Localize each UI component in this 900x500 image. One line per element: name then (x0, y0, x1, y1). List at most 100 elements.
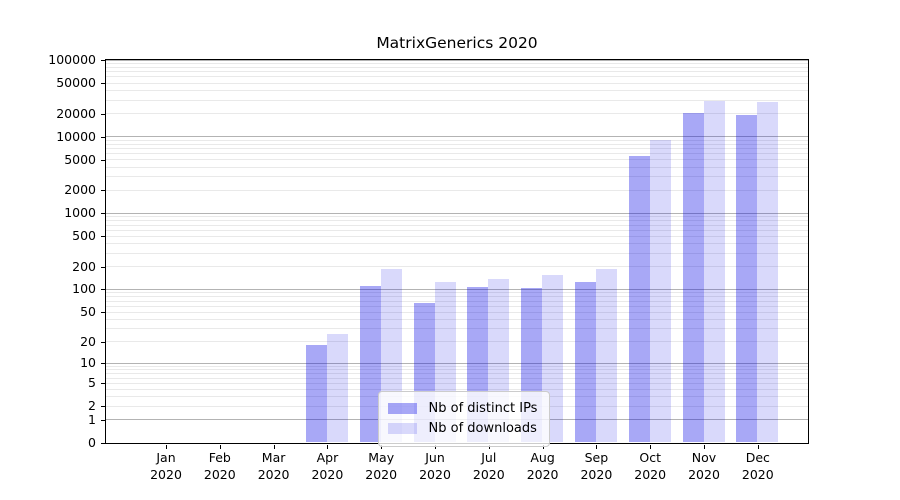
x-tick-year: 2020 (526, 467, 559, 482)
y-tickmark (100, 289, 105, 291)
x-tick-month: Feb (208, 450, 231, 465)
minor-gridline (105, 143, 808, 145)
y-tick-label: 5000 (64, 151, 96, 167)
y-tick-label: 500 (72, 228, 96, 244)
y-tick-label: 0 (88, 435, 96, 450)
x-tick-month: Oct (639, 450, 661, 465)
y-tickmark (100, 419, 105, 421)
minor-gridline (105, 63, 808, 64)
legend: Nb of distinct IPs Nb of downloads (377, 390, 551, 447)
y-tick-label: 200 (72, 258, 96, 274)
y-tickmark (100, 190, 105, 192)
x-tick-month: Jan (156, 450, 176, 465)
x-tick-year: 2020 (150, 467, 182, 482)
y-tickmark (100, 312, 105, 314)
y-tick-label: 20 (80, 333, 96, 349)
x-tick-label: Aug 2020 (513, 449, 573, 483)
minor-gridline (105, 235, 808, 237)
bar-distinct-ips-apr (305, 344, 327, 443)
minor-gridline (105, 216, 808, 218)
minor-gridline (105, 66, 808, 68)
minor-gridline (105, 382, 808, 384)
minor-gridline (105, 166, 808, 168)
x-tick-year: 2020 (472, 467, 505, 482)
x-tick-label: Jun 2020 (405, 449, 465, 483)
minor-gridline (105, 71, 808, 73)
minor-gridline (105, 176, 808, 178)
minor-gridline (105, 153, 808, 155)
y-tick-label: 100000 (48, 52, 96, 67)
decade-gridline (105, 136, 808, 138)
legend-entry-distinct-ips: Nb of distinct IPs (387, 399, 538, 419)
legend-entry-downloads: Nb of downloads (387, 419, 538, 439)
minor-gridline (105, 328, 808, 330)
y-tick-label: 100 (72, 281, 96, 297)
bar-distinct-ips-may (359, 285, 381, 443)
x-tick-year: 2020 (257, 467, 290, 482)
minor-gridline (105, 296, 808, 298)
decade-gridline (105, 362, 808, 364)
bar-downloads-sep (595, 268, 617, 443)
y-tick-label: 2000 (64, 182, 96, 198)
x-tickmark (757, 444, 759, 449)
x-tickmark (596, 444, 598, 449)
minor-gridline (105, 305, 808, 307)
x-tickmark (704, 444, 705, 449)
y-tickmark (100, 213, 105, 215)
y-tick-label: 10 (80, 355, 96, 371)
minor-gridline (105, 377, 808, 379)
x-tick-label: Nov 2020 (674, 449, 734, 483)
x-tick-label: Jan 2020 (136, 449, 196, 483)
minor-gridline (105, 252, 808, 254)
minor-gridline (105, 220, 808, 222)
legend-label-distinct-ips: Nb of distinct IPs (428, 401, 538, 416)
y-tick-label: 5 (88, 375, 96, 391)
bar-distinct-ips-nov (682, 113, 704, 443)
minor-gridline (105, 311, 808, 313)
legend-swatch-downloads (387, 423, 417, 434)
minor-gridline (105, 159, 808, 161)
minor-gridline (105, 89, 808, 91)
x-tick-label: Feb 2020 (190, 449, 250, 483)
x-tick-year: 2020 (419, 467, 451, 482)
x-tick-month: Apr (316, 450, 339, 465)
x-tickmark (542, 444, 544, 449)
x-tick-month: Aug (530, 450, 555, 465)
chart-title: MatrixGenerics 2020 (376, 34, 538, 52)
x-tick-label: May 2020 (351, 449, 411, 483)
minor-gridline (105, 373, 808, 375)
bar-downloads-apr (326, 334, 348, 443)
y-tickmark (100, 83, 105, 85)
minor-gridline (105, 388, 808, 390)
decade-gridline (105, 212, 808, 214)
bar-distinct-ips-sep (574, 281, 596, 443)
x-tick-label: Apr 2020 (297, 449, 357, 483)
x-tick-month: Sep (584, 450, 609, 465)
y-tickmark (100, 443, 105, 444)
y-tickmark (100, 383, 105, 385)
x-tick-month: Dec (745, 450, 770, 465)
x-tick-label: Jul 2020 (459, 449, 519, 483)
y-tick-label: 50000 (56, 75, 96, 91)
x-tickmark (650, 444, 652, 449)
x-tick-year: 2020 (311, 467, 344, 482)
y-tickmark (100, 406, 105, 408)
x-tickmark (219, 444, 221, 449)
x-tick-month: May (368, 450, 395, 465)
minor-gridline (105, 147, 808, 149)
minor-gridline (105, 82, 808, 84)
minor-gridline (105, 365, 808, 367)
legend-label-downloads: Nb of downloads (428, 421, 537, 436)
y-tick-label: 20000 (56, 105, 96, 121)
bar-downloads-dec (757, 101, 779, 443)
x-tick-year: 2020 (688, 467, 720, 482)
y-tick-label: 10000 (56, 128, 96, 144)
x-tickmark (488, 444, 490, 449)
minor-gridline (105, 318, 808, 320)
minor-gridline (105, 113, 808, 115)
decade-gridline (105, 288, 808, 290)
y-tickmark (100, 136, 105, 138)
y-tickmark (100, 236, 105, 238)
plot-area: Nb of distinct IPs Nb of downloads (104, 58, 809, 447)
